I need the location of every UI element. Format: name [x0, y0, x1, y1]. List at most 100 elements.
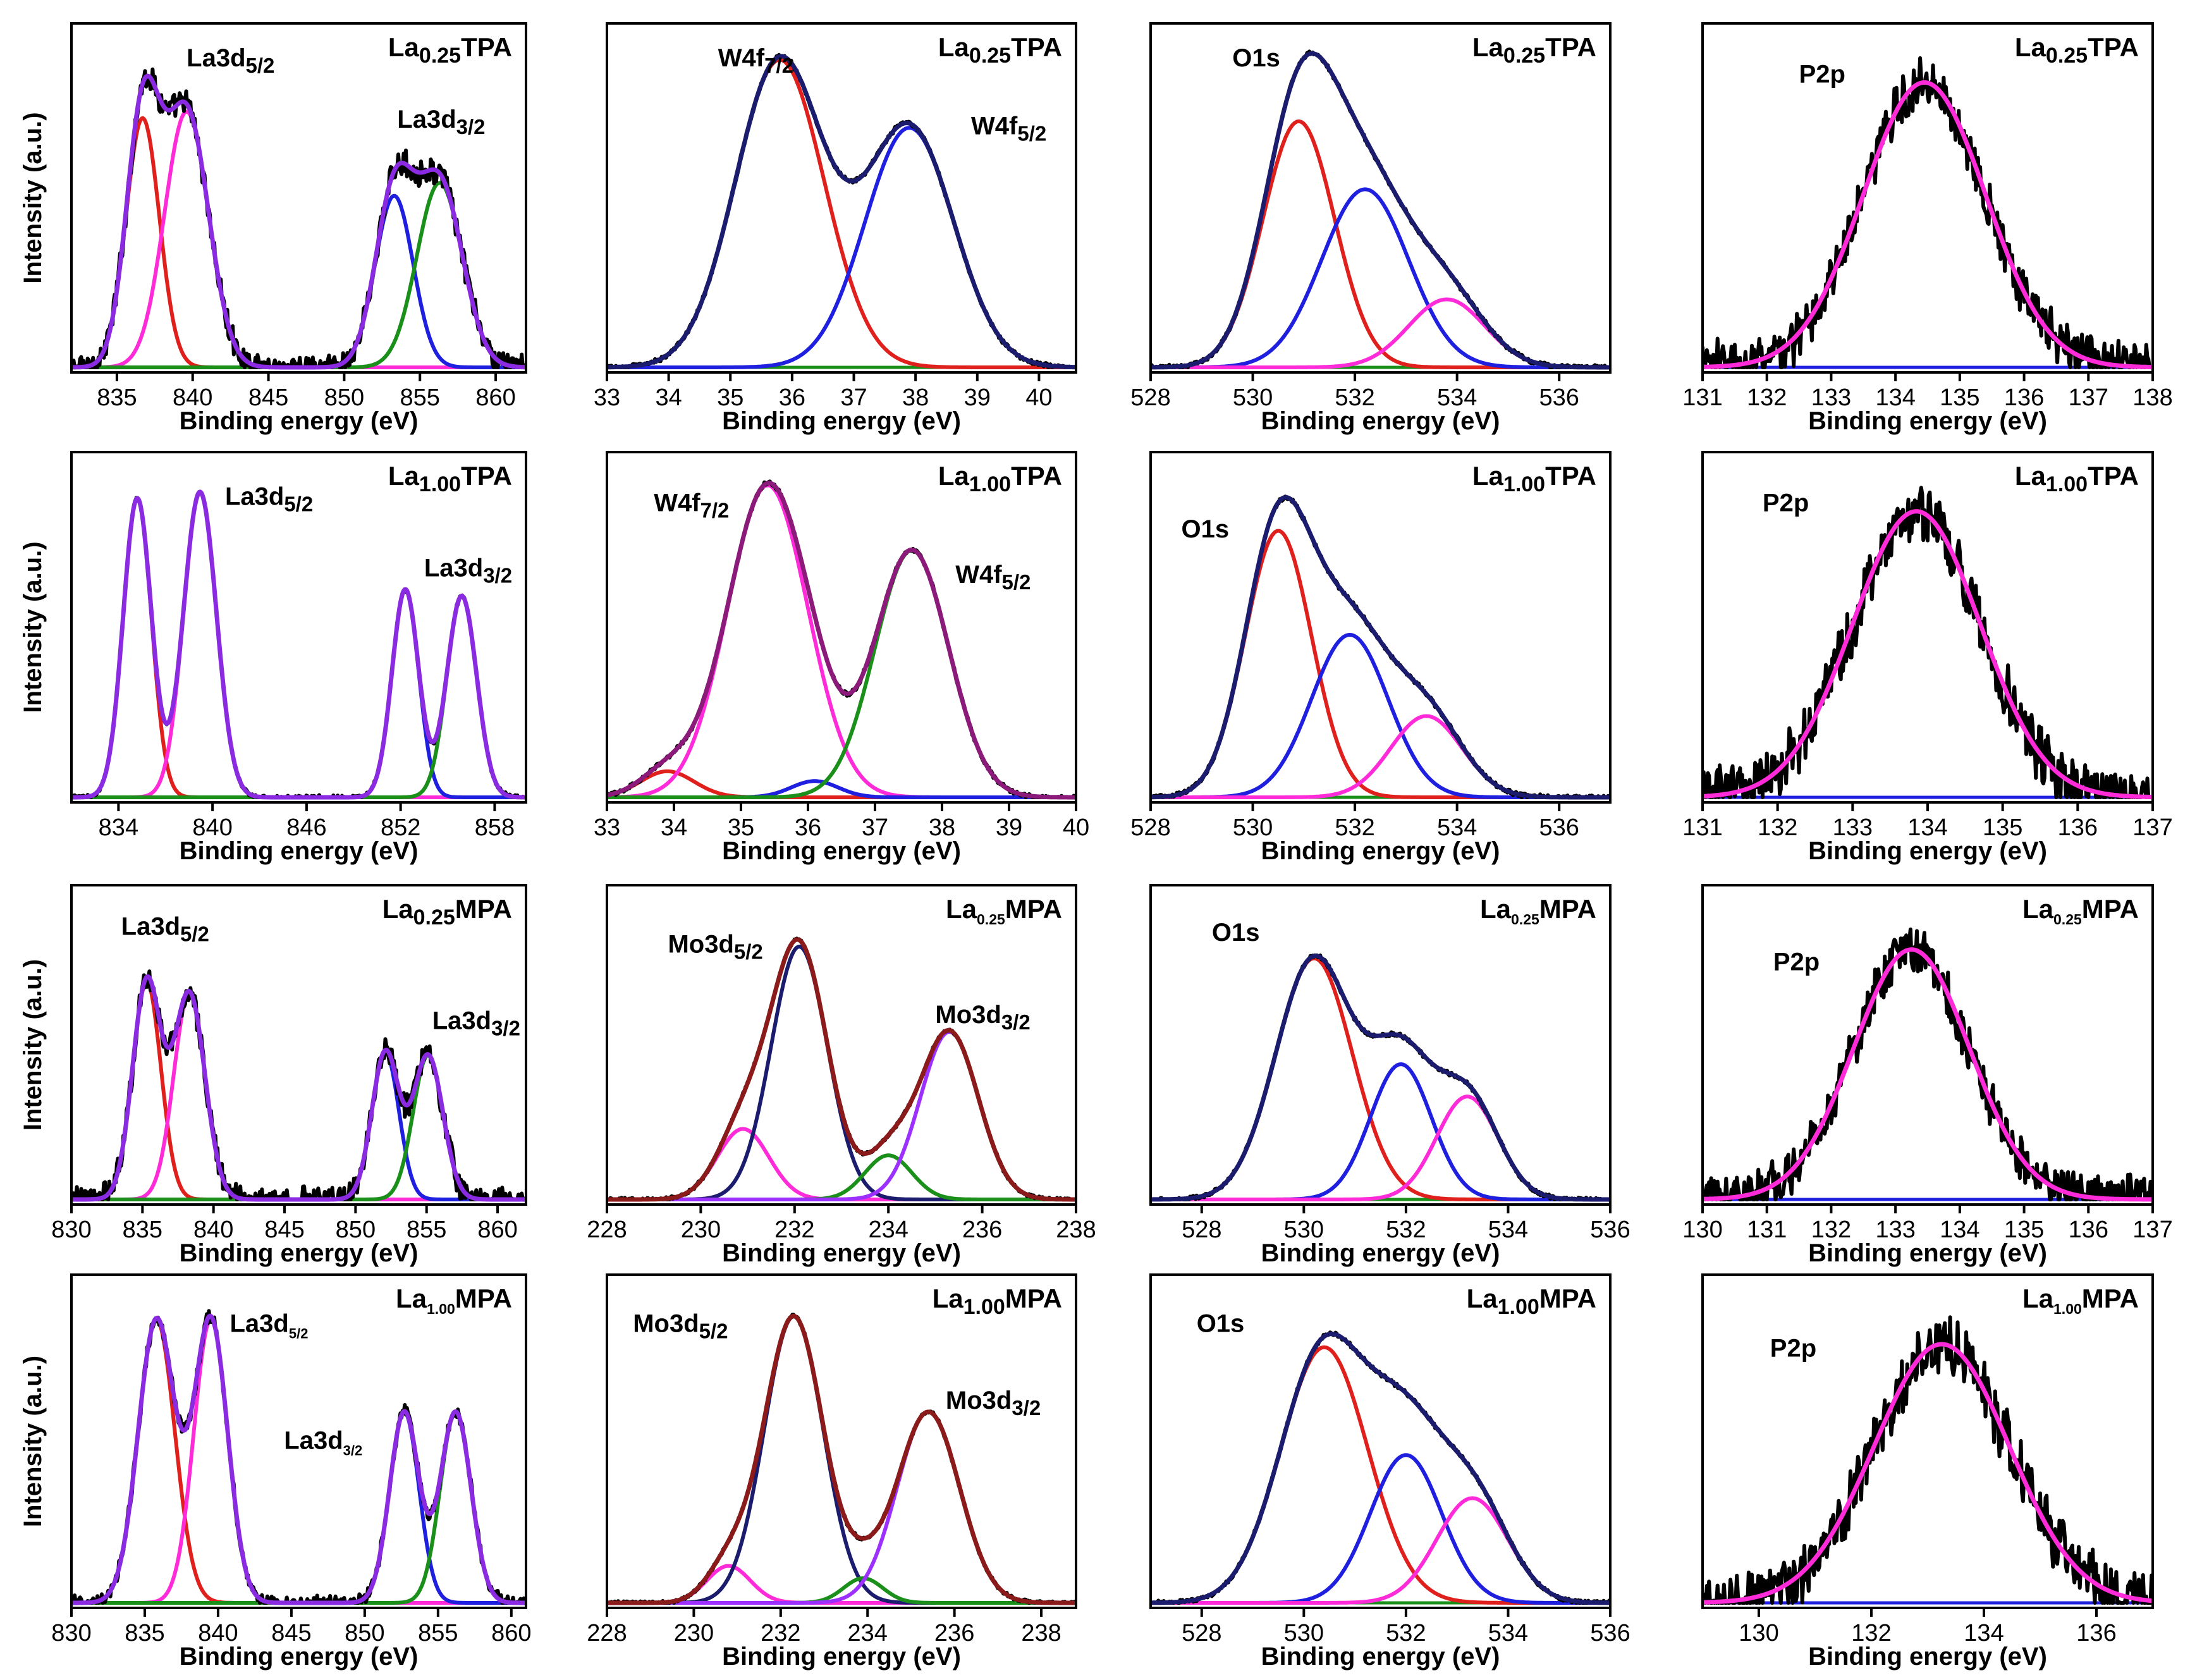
x-tick-label: 532 [1335, 814, 1374, 841]
x-tick-label: 138 [2132, 384, 2172, 411]
peak-label: Mo3d3/2 [946, 1387, 1041, 1419]
x-tick-label: 845 [248, 384, 288, 411]
plot-frame [1149, 22, 1612, 374]
x-tick-label: 855 [407, 1217, 446, 1243]
x-tick-label: 238 [1056, 1217, 1096, 1243]
plot-frame [606, 451, 1077, 804]
x-tick-label: 852 [381, 814, 420, 841]
x-tick-label: 528 [1182, 1620, 1221, 1646]
fit-peak-1 [608, 58, 1075, 369]
raw-spectrum [73, 67, 525, 369]
x-tick-label: 855 [418, 1620, 458, 1646]
x-tick-label: 134 [1964, 1620, 2003, 1646]
x-tick-label: 228 [587, 1620, 627, 1646]
panel-title: La0.25MPA [946, 894, 1062, 928]
x-tick-label: 37 [862, 814, 888, 841]
x-tick-label: 37 [840, 384, 867, 411]
x-tick-label: 845 [271, 1620, 311, 1646]
x-tick-label: 530 [1284, 1217, 1324, 1243]
x-tick-label: 850 [345, 1620, 384, 1646]
x-tick-label: 228 [587, 1217, 627, 1243]
xps-panel-p13: 830 835 840 845 850 855 860 Binding energy (eV)… [19, 1273, 532, 1671]
peak-label: P2p [1799, 60, 1845, 88]
x-tick-label: 536 [1539, 384, 1579, 411]
panel-title: La1.00TPA [1472, 461, 1596, 496]
x-axis-label: Binding energy (eV) [1808, 1239, 2047, 1267]
plot-frame [1701, 22, 2154, 374]
x-tick-label: 830 [51, 1217, 91, 1243]
x-tick-label: 860 [491, 1620, 531, 1646]
fit-envelope [73, 1313, 525, 1605]
x-tick-label: 536 [1590, 1217, 1630, 1243]
xps-panel-p6: 33 34 35 36 37 38 39 40 Binding energy (eV) La1.0… [594, 451, 1089, 865]
x-tick-label: 136 [2069, 1217, 2108, 1243]
peak-label: W4f5/2 [955, 561, 1031, 594]
x-tick-label: 840 [192, 814, 232, 841]
peak-label: La3d3/2 [284, 1427, 362, 1459]
x-tick-label: 135 [1940, 384, 1979, 411]
x-tick-label: 530 [1233, 814, 1273, 841]
x-tick-label: 34 [655, 384, 682, 411]
fit-peak-2 [1152, 633, 1609, 799]
y-axis-label: Intensity (a.u.) [19, 112, 47, 283]
fit-envelope [1704, 80, 2151, 370]
x-tick-label: 130 [1739, 1620, 1778, 1646]
x-tick-label: 33 [594, 384, 620, 411]
fit-envelope [1704, 509, 2151, 799]
peak-label: Mo3d5/2 [633, 1309, 728, 1342]
raw-spectrum [1704, 486, 2151, 799]
x-tick-label: 532 [1386, 1217, 1426, 1243]
panel-title: La1.00MPA [933, 1284, 1062, 1319]
peak-label: W4f7/2 [718, 44, 793, 77]
peak-label: La3d3/2 [424, 554, 512, 587]
x-axis-label: Binding energy (eV) [722, 837, 961, 865]
x-tick-label: 238 [1021, 1620, 1061, 1646]
x-tick-label: 846 [286, 814, 326, 841]
xps-panel-p10: 228 230 232 234 236 238 Binding energy (eV) La0… [587, 884, 1096, 1267]
x-tick-label: 850 [324, 384, 364, 411]
fit-envelope [608, 937, 1075, 1202]
x-tick-label: 33 [594, 814, 620, 841]
fit-peak-1 [73, 1318, 525, 1605]
x-tick-label: 835 [123, 1217, 162, 1243]
x-tick-label: 528 [1130, 814, 1170, 841]
x-tick-label: 840 [198, 1620, 238, 1646]
xps-panel-p7: 528 530 532 534 536 Binding energy (eV) La1.00… [1130, 451, 1612, 865]
plot-frame [70, 451, 527, 804]
fit-peak-1 [1704, 80, 2151, 369]
raw-spectrum [608, 52, 1075, 369]
x-tick-label: 39 [996, 814, 1022, 841]
x-tick-label: 40 [1063, 814, 1089, 841]
x-tick-label: 133 [1811, 384, 1851, 411]
x-tick-label: 534 [1488, 1620, 1528, 1646]
x-tick-label: 40 [1025, 384, 1052, 411]
fit-envelope [1152, 495, 1609, 800]
x-axis-label: Binding energy (eV) [180, 407, 419, 435]
x-tick-label: 230 [681, 1217, 721, 1243]
x-tick-label: 134 [1875, 384, 1915, 411]
x-axis-label: Binding energy (eV) [722, 1643, 961, 1671]
x-tick-label: 236 [934, 1620, 974, 1646]
x-tick-label: 845 [264, 1217, 304, 1243]
x-tick-label: 528 [1182, 1217, 1221, 1243]
x-axis-label: Binding energy (eV) [1261, 1643, 1500, 1671]
x-axis-label: Binding energy (eV) [1808, 407, 2047, 435]
y-axis-label: Intensity (a.u.) [19, 1356, 47, 1527]
x-tick-label: 534 [1488, 1217, 1528, 1243]
fit-peak-2 [608, 945, 1075, 1201]
panel-title: La0.25TPA [938, 32, 1062, 68]
x-axis-label: Binding energy (eV) [180, 1239, 419, 1267]
xps-panel-p4: 131 132 133 134 135 136 137 138 Binding energy (… [1682, 22, 2173, 435]
x-axis-label: Binding energy (eV) [722, 1239, 961, 1267]
x-tick-label: 860 [477, 1217, 517, 1243]
x-tick-label: 39 [964, 384, 991, 411]
peak-label: W4f7/2 [654, 489, 729, 522]
x-tick-label: 132 [1851, 1620, 1891, 1646]
x-tick-label: 35 [717, 384, 743, 411]
x-tick-label: 34 [661, 814, 687, 841]
xps-panel-p15: 528 530 532 534 536 Binding energy (eV) La1.00… [1149, 1273, 1630, 1671]
x-axis-label: Binding energy (eV) [1808, 837, 2047, 865]
panel-title: La0.25MPA [382, 894, 512, 929]
fit-envelope [73, 73, 525, 370]
